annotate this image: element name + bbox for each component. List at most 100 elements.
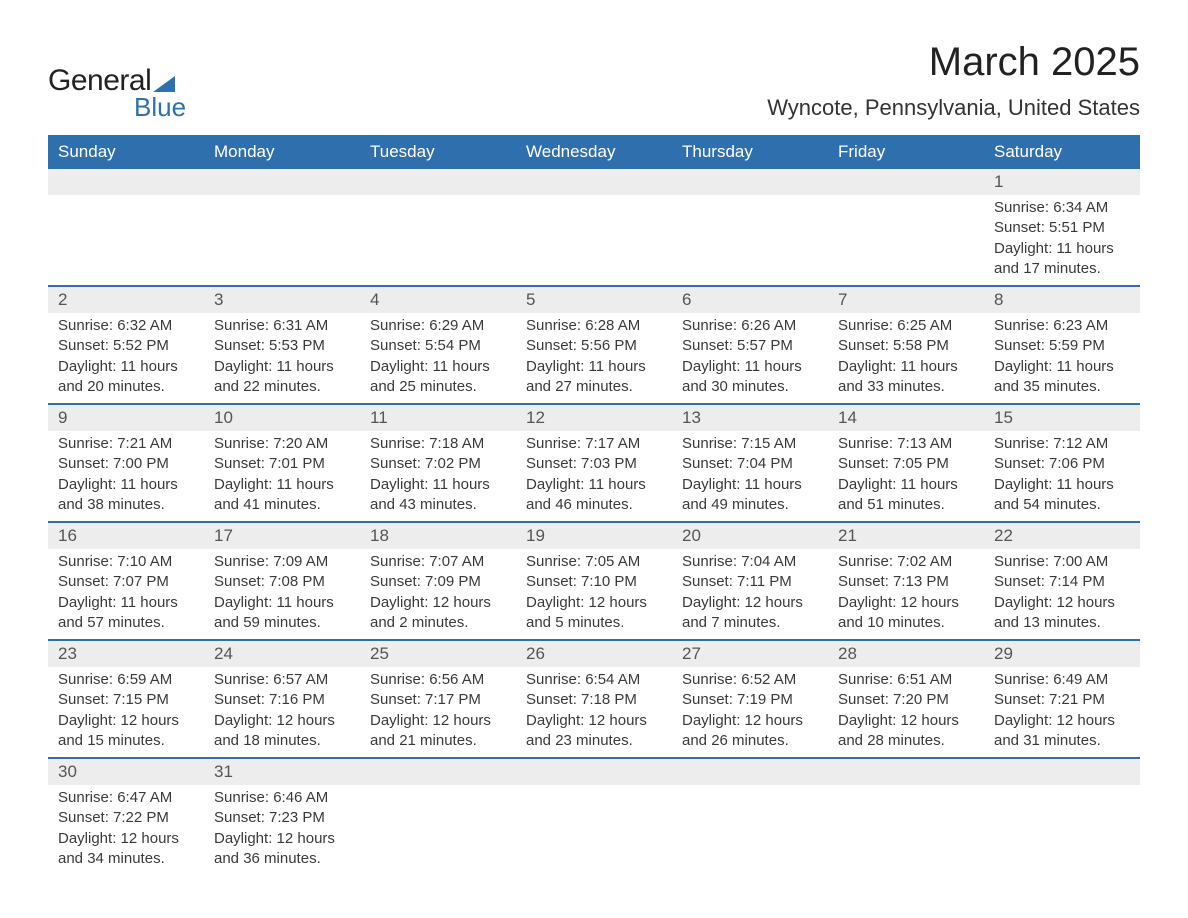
day-number [516, 169, 672, 195]
day-number [672, 169, 828, 195]
sunrise-line: Sunrise: 7:07 AM [370, 552, 506, 572]
weekday-header: Wednesday [516, 135, 672, 169]
daylight-line: Daylight: 11 hours and 38 minutes. [58, 475, 194, 516]
sunset-line: Sunset: 7:19 PM [682, 690, 818, 710]
sunrise-line: Sunrise: 7:02 AM [838, 552, 974, 572]
sunset-line: Sunset: 7:09 PM [370, 572, 506, 592]
day-number [516, 759, 672, 785]
calendar-cell: 22Sunrise: 7:00 AMSunset: 7:14 PMDayligh… [984, 522, 1140, 640]
sunrise-line: Sunrise: 6:47 AM [58, 788, 194, 808]
sunrise-line: Sunrise: 6:34 AM [994, 198, 1130, 218]
day-number [984, 759, 1140, 785]
sunset-line: Sunset: 7:14 PM [994, 572, 1130, 592]
day-body: Sunrise: 6:49 AMSunset: 7:21 PMDaylight:… [984, 667, 1140, 757]
day-number: 10 [204, 405, 360, 431]
sunset-line: Sunset: 5:52 PM [58, 336, 194, 356]
sunrise-line: Sunrise: 6:32 AM [58, 316, 194, 336]
daylight-line: Daylight: 11 hours and 57 minutes. [58, 593, 194, 634]
day-body [48, 195, 204, 204]
month-title: March 2025 [767, 40, 1140, 85]
daylight-line: Daylight: 12 hours and 21 minutes. [370, 711, 506, 752]
day-body [204, 195, 360, 204]
logo: General Blue [48, 40, 186, 123]
day-body: Sunrise: 6:23 AMSunset: 5:59 PMDaylight:… [984, 313, 1140, 403]
daylight-line: Daylight: 11 hours and 22 minutes. [214, 357, 350, 398]
sunset-line: Sunset: 7:16 PM [214, 690, 350, 710]
calendar-cell [204, 169, 360, 286]
calendar-cell: 2Sunrise: 6:32 AMSunset: 5:52 PMDaylight… [48, 286, 204, 404]
sunrise-line: Sunrise: 6:54 AM [526, 670, 662, 690]
day-body: Sunrise: 6:51 AMSunset: 7:20 PMDaylight:… [828, 667, 984, 757]
calendar-row: 30Sunrise: 6:47 AMSunset: 7:22 PMDayligh… [48, 758, 1140, 875]
calendar-row: 9Sunrise: 7:21 AMSunset: 7:00 PMDaylight… [48, 404, 1140, 522]
location: Wyncote, Pennsylvania, United States [767, 95, 1140, 121]
day-body: Sunrise: 6:47 AMSunset: 7:22 PMDaylight:… [48, 785, 204, 875]
calendar-cell: 20Sunrise: 7:04 AMSunset: 7:11 PMDayligh… [672, 522, 828, 640]
calendar-cell [360, 169, 516, 286]
daylight-line: Daylight: 12 hours and 28 minutes. [838, 711, 974, 752]
day-body [516, 195, 672, 204]
calendar-row: 16Sunrise: 7:10 AMSunset: 7:07 PMDayligh… [48, 522, 1140, 640]
weekday-header: Tuesday [360, 135, 516, 169]
calendar-cell: 6Sunrise: 6:26 AMSunset: 5:57 PMDaylight… [672, 286, 828, 404]
day-body: Sunrise: 6:28 AMSunset: 5:56 PMDaylight:… [516, 313, 672, 403]
sunrise-line: Sunrise: 7:05 AM [526, 552, 662, 572]
daylight-line: Daylight: 12 hours and 23 minutes. [526, 711, 662, 752]
calendar-row: 2Sunrise: 6:32 AMSunset: 5:52 PMDaylight… [48, 286, 1140, 404]
day-body [828, 195, 984, 204]
calendar-cell: 4Sunrise: 6:29 AMSunset: 5:54 PMDaylight… [360, 286, 516, 404]
weekday-header: Sunday [48, 135, 204, 169]
daylight-line: Daylight: 11 hours and 30 minutes. [682, 357, 818, 398]
daylight-line: Daylight: 12 hours and 26 minutes. [682, 711, 818, 752]
sunrise-line: Sunrise: 6:26 AM [682, 316, 818, 336]
calendar-cell: 3Sunrise: 6:31 AMSunset: 5:53 PMDaylight… [204, 286, 360, 404]
calendar-table: Sunday Monday Tuesday Wednesday Thursday… [48, 135, 1140, 875]
daylight-line: Daylight: 11 hours and 33 minutes. [838, 357, 974, 398]
sunset-line: Sunset: 7:04 PM [682, 454, 818, 474]
sunrise-line: Sunrise: 6:31 AM [214, 316, 350, 336]
day-number: 4 [360, 287, 516, 313]
calendar-cell: 8Sunrise: 6:23 AMSunset: 5:59 PMDaylight… [984, 286, 1140, 404]
calendar-cell: 15Sunrise: 7:12 AMSunset: 7:06 PMDayligh… [984, 404, 1140, 522]
day-number: 18 [360, 523, 516, 549]
logo-text-blue: Blue [134, 92, 186, 123]
day-number: 23 [48, 641, 204, 667]
day-body [672, 195, 828, 204]
day-body [360, 195, 516, 204]
sunset-line: Sunset: 5:57 PM [682, 336, 818, 356]
calendar-cell [828, 758, 984, 875]
day-body: Sunrise: 7:07 AMSunset: 7:09 PMDaylight:… [360, 549, 516, 639]
day-body: Sunrise: 6:46 AMSunset: 7:23 PMDaylight:… [204, 785, 360, 875]
calendar-cell: 7Sunrise: 6:25 AMSunset: 5:58 PMDaylight… [828, 286, 984, 404]
daylight-line: Daylight: 11 hours and 46 minutes. [526, 475, 662, 516]
day-number: 14 [828, 405, 984, 431]
day-number: 8 [984, 287, 1140, 313]
day-body: Sunrise: 7:02 AMSunset: 7:13 PMDaylight:… [828, 549, 984, 639]
day-body: Sunrise: 7:00 AMSunset: 7:14 PMDaylight:… [984, 549, 1140, 639]
calendar-cell [984, 758, 1140, 875]
sunset-line: Sunset: 7:20 PM [838, 690, 974, 710]
calendar-cell [360, 758, 516, 875]
calendar-cell: 28Sunrise: 6:51 AMSunset: 7:20 PMDayligh… [828, 640, 984, 758]
daylight-line: Daylight: 12 hours and 36 minutes. [214, 829, 350, 870]
header: General Blue March 2025 Wyncote, Pennsyl… [48, 40, 1140, 127]
day-number: 12 [516, 405, 672, 431]
calendar-cell: 29Sunrise: 6:49 AMSunset: 7:21 PMDayligh… [984, 640, 1140, 758]
sunrise-line: Sunrise: 6:23 AM [994, 316, 1130, 336]
sunset-line: Sunset: 7:10 PM [526, 572, 662, 592]
day-body: Sunrise: 6:56 AMSunset: 7:17 PMDaylight:… [360, 667, 516, 757]
sunrise-line: Sunrise: 6:56 AM [370, 670, 506, 690]
sunset-line: Sunset: 7:01 PM [214, 454, 350, 474]
day-number [48, 169, 204, 195]
daylight-line: Daylight: 12 hours and 2 minutes. [370, 593, 506, 634]
day-body [360, 785, 516, 794]
calendar-cell: 14Sunrise: 7:13 AMSunset: 7:05 PMDayligh… [828, 404, 984, 522]
calendar-cell: 18Sunrise: 7:07 AMSunset: 7:09 PMDayligh… [360, 522, 516, 640]
calendar-cell: 25Sunrise: 6:56 AMSunset: 7:17 PMDayligh… [360, 640, 516, 758]
sunrise-line: Sunrise: 7:17 AM [526, 434, 662, 454]
daylight-line: Daylight: 12 hours and 31 minutes. [994, 711, 1130, 752]
sunrise-line: Sunrise: 6:49 AM [994, 670, 1130, 690]
weekday-header-row: Sunday Monday Tuesday Wednesday Thursday… [48, 135, 1140, 169]
calendar-cell [516, 169, 672, 286]
day-number: 11 [360, 405, 516, 431]
